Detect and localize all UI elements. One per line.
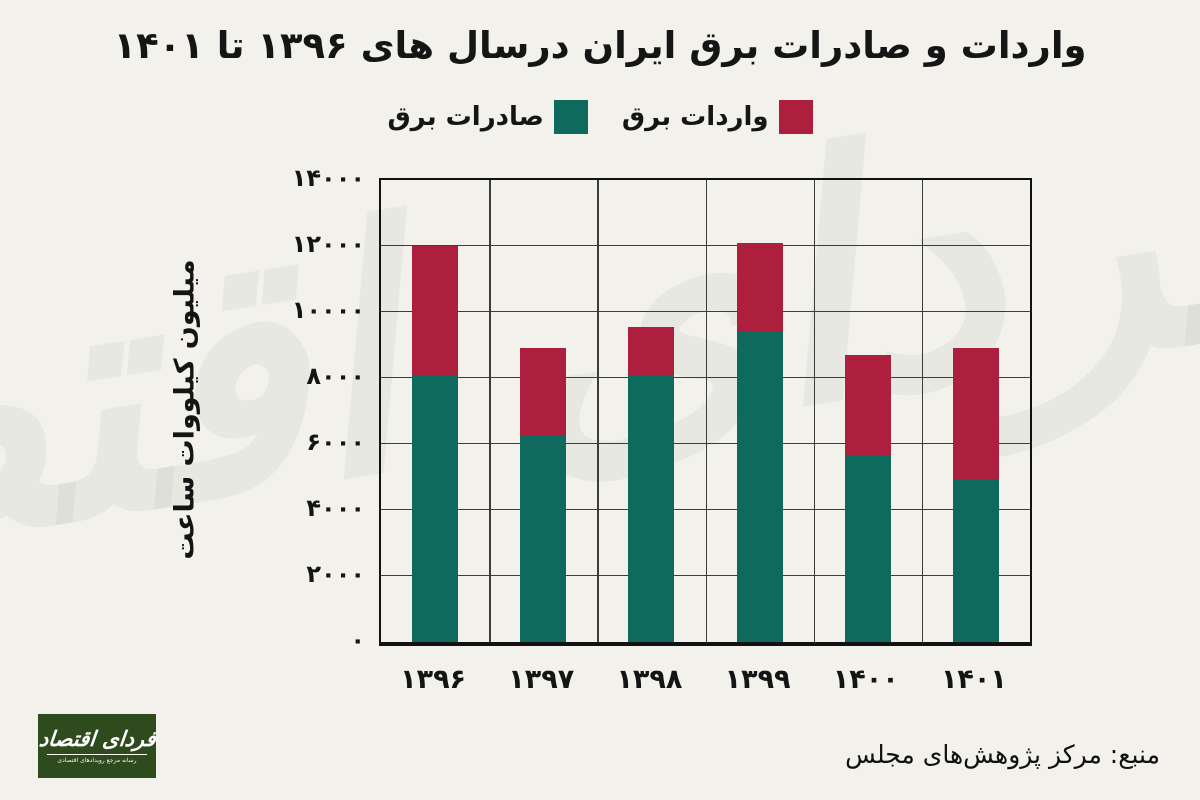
exports-segment	[736, 331, 783, 642]
v-gridline	[705, 180, 707, 642]
imports-segment	[952, 348, 999, 481]
exports-segment	[952, 480, 999, 642]
v-gridline	[489, 180, 491, 642]
plot-area	[379, 178, 1032, 646]
x-tick-label: ۱۴۰۰	[832, 664, 899, 695]
imports-segment	[736, 242, 783, 332]
chart-title: واردات و صادرات برق ایران درسال های ۱۳۹۶…	[113, 24, 1087, 67]
x-axis-labels: ۱۳۹۶ ۱۳۹۷ ۱۳۹۸ ۱۳۹۹ ۱۴۰۰ ۱۴۰۱	[379, 664, 1028, 708]
stacked-bar-1399	[736, 180, 783, 642]
y-tick-label: ۱۴۰۰۰	[291, 164, 365, 192]
y-axis-title: میلیون کیلووات ساعت	[150, 178, 220, 640]
legend-item-exports: صادرات برق	[387, 100, 588, 134]
exports-segment	[628, 374, 675, 642]
stacked-bar-1397	[520, 180, 567, 642]
y-tick-label: ۱۰۰۰۰	[291, 296, 365, 324]
stacked-bar-1400	[844, 180, 891, 642]
exports-segment	[844, 455, 891, 642]
imports-segment	[520, 348, 567, 436]
v-gridline	[597, 180, 599, 642]
y-tick-label: ۴۰۰۰	[306, 494, 365, 522]
exports-segment	[412, 374, 459, 642]
legend-label-exports: صادرات برق	[387, 102, 544, 132]
exports-segment	[520, 435, 567, 642]
stacked-bar-1398	[628, 180, 675, 642]
x-tick-label: ۱۳۹۷	[508, 664, 575, 695]
v-gridline	[921, 180, 924, 642]
publisher-logo-name: فردای اقتصاد	[37, 726, 157, 751]
x-tick-label: ۱۳۹۹	[724, 664, 791, 695]
exports-swatch-icon	[553, 100, 588, 134]
publisher-logo-tagline: رسانه مرجع رویدادهای اقتصادی	[57, 757, 137, 765]
legend: واردات برق صادرات برق	[0, 100, 1200, 134]
stacked-bar-1396	[412, 180, 459, 642]
legend-label-imports: واردات برق	[621, 102, 769, 132]
y-tick-label: ۱۲۰۰۰	[291, 230, 365, 258]
imports-segment	[844, 354, 891, 456]
y-tick-label: ۶۰۰۰	[306, 428, 365, 456]
legend-item-imports: واردات برق	[622, 100, 813, 134]
x-tick-label: ۱۳۹۸	[616, 664, 683, 695]
y-tick-label: ۸۰۰۰	[306, 362, 365, 390]
x-tick-label: ۱۳۹۶	[400, 664, 467, 695]
source-caption: منبع: مرکز پژوهش‌های مجلس	[845, 740, 1160, 769]
v-gridline	[813, 180, 816, 642]
publisher-logo-divider	[47, 754, 147, 756]
y-tick-label: ۲۰۰۰	[306, 560, 365, 588]
imports-segment	[412, 246, 459, 375]
y-axis-title-text: میلیون کیلووات ساعت	[169, 258, 201, 560]
y-axis-ticks: ۰ ۲۰۰۰ ۴۰۰۰ ۶۰۰۰ ۸۰۰۰ ۱۰۰۰۰ ۱۲۰۰۰ ۱۴۰۰۰	[235, 164, 365, 654]
y-tick-label: ۰	[350, 626, 365, 654]
imports-swatch-icon	[778, 100, 813, 134]
imports-segment	[628, 326, 675, 375]
x-tick-label: ۱۴۰۱	[940, 664, 1007, 695]
stacked-bar-1401	[952, 180, 999, 642]
publisher-logo: فردای اقتصاد رسانه مرجع رویدادهای اقتصاد…	[37, 714, 157, 778]
